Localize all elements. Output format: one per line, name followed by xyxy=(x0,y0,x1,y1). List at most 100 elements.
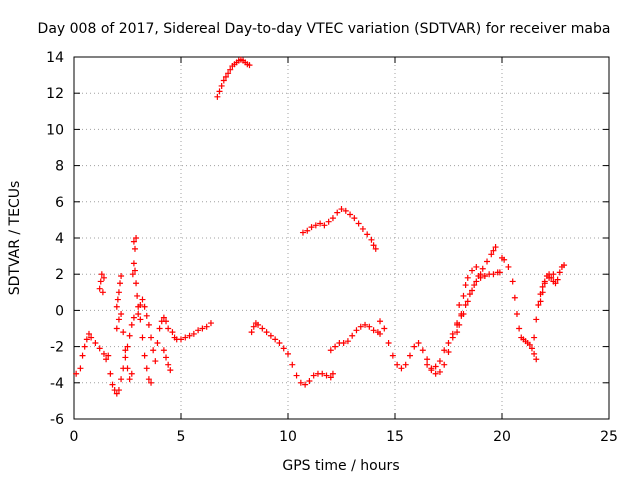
data-point xyxy=(293,372,300,379)
data-point xyxy=(385,339,392,346)
data-point xyxy=(98,271,105,278)
data-point xyxy=(203,323,210,330)
data-point xyxy=(124,343,131,350)
data-point xyxy=(195,327,202,334)
data-point xyxy=(370,242,377,249)
data-point xyxy=(109,381,116,388)
data-point xyxy=(531,334,538,341)
data-point xyxy=(539,289,546,296)
data-point xyxy=(372,245,379,252)
data-point xyxy=(100,350,107,357)
data-point xyxy=(99,289,106,296)
data-point xyxy=(299,229,306,236)
data-point xyxy=(484,258,491,265)
data-point xyxy=(165,325,172,332)
data-point xyxy=(186,332,193,339)
data-point xyxy=(152,358,159,365)
data-point xyxy=(169,329,176,336)
axis-ticks: 0 5 10 15 20 25 -6 -4 -2 0 2 4 6 8 10 12 14 xyxy=(46,50,618,445)
data-point xyxy=(539,283,546,290)
data-point xyxy=(297,379,304,386)
data-point xyxy=(513,311,520,318)
data-point xyxy=(289,361,296,368)
data-point xyxy=(248,329,255,336)
data-point xyxy=(473,278,480,285)
x-tick-label: 15 xyxy=(386,429,404,445)
data-point xyxy=(342,207,349,214)
data-point xyxy=(122,347,129,354)
data-point xyxy=(113,303,120,310)
data-point xyxy=(531,350,538,357)
series-late-track-2 xyxy=(424,244,499,374)
data-point xyxy=(355,220,362,227)
data-point xyxy=(473,263,480,270)
data-point xyxy=(105,352,112,359)
chart-title: Day 008 of 2017, Sidereal Day-to-day VTE… xyxy=(38,21,611,37)
data-point xyxy=(479,265,486,272)
x-tick-label: 25 xyxy=(600,429,618,445)
y-tick-label: -6 xyxy=(50,412,64,428)
data-point xyxy=(556,269,563,276)
data-point xyxy=(377,330,384,337)
data-point xyxy=(118,311,125,318)
data-point xyxy=(148,334,155,341)
y-tick-label: 4 xyxy=(55,231,64,247)
data-point xyxy=(118,273,125,280)
data-point xyxy=(377,318,384,325)
data-point xyxy=(481,273,488,280)
data-point xyxy=(160,314,167,321)
y-tick-label: 12 xyxy=(46,86,64,102)
y-tick-label: 8 xyxy=(55,159,64,175)
data-point xyxy=(364,231,371,238)
data-point xyxy=(428,367,435,374)
series-late-track-3 xyxy=(454,263,503,336)
data-point xyxy=(130,238,137,245)
data-point xyxy=(115,316,122,323)
data-point xyxy=(126,376,133,383)
series-mid-track-2 xyxy=(327,321,384,354)
data-point xyxy=(81,343,88,350)
data-point xyxy=(469,287,476,294)
data-point xyxy=(190,330,197,337)
data-point xyxy=(255,321,262,328)
data-point xyxy=(137,301,144,308)
data-point xyxy=(139,296,146,303)
data-point xyxy=(154,339,161,346)
data-point xyxy=(370,327,377,334)
data-point xyxy=(304,227,311,234)
data-point xyxy=(131,267,138,274)
data-point xyxy=(115,289,122,296)
data-point xyxy=(445,349,452,356)
data-point xyxy=(469,267,476,274)
data-point xyxy=(327,374,334,381)
data-point xyxy=(310,372,317,379)
data-point xyxy=(97,278,104,285)
data-point xyxy=(436,368,443,375)
data-point xyxy=(96,285,103,292)
x-axis-label: GPS time / hours xyxy=(282,458,399,474)
data-point xyxy=(88,334,95,341)
data-point xyxy=(259,325,266,332)
data-point xyxy=(145,376,152,383)
data-point xyxy=(338,206,345,213)
data-point xyxy=(456,321,463,328)
series-late-track-1 xyxy=(377,312,465,377)
data-point xyxy=(466,291,473,298)
data-point xyxy=(496,269,503,276)
data-point xyxy=(454,329,461,336)
data-point xyxy=(321,222,328,229)
data-point xyxy=(359,225,366,232)
data-point xyxy=(114,296,121,303)
data-point xyxy=(96,345,103,352)
data-point xyxy=(143,365,150,372)
data-point xyxy=(156,325,163,332)
data-point xyxy=(207,320,214,327)
data-point xyxy=(398,365,405,372)
data-point xyxy=(306,377,313,384)
data-point xyxy=(220,77,227,84)
data-point xyxy=(546,274,553,281)
data-point xyxy=(126,332,133,339)
data-point xyxy=(150,347,157,354)
